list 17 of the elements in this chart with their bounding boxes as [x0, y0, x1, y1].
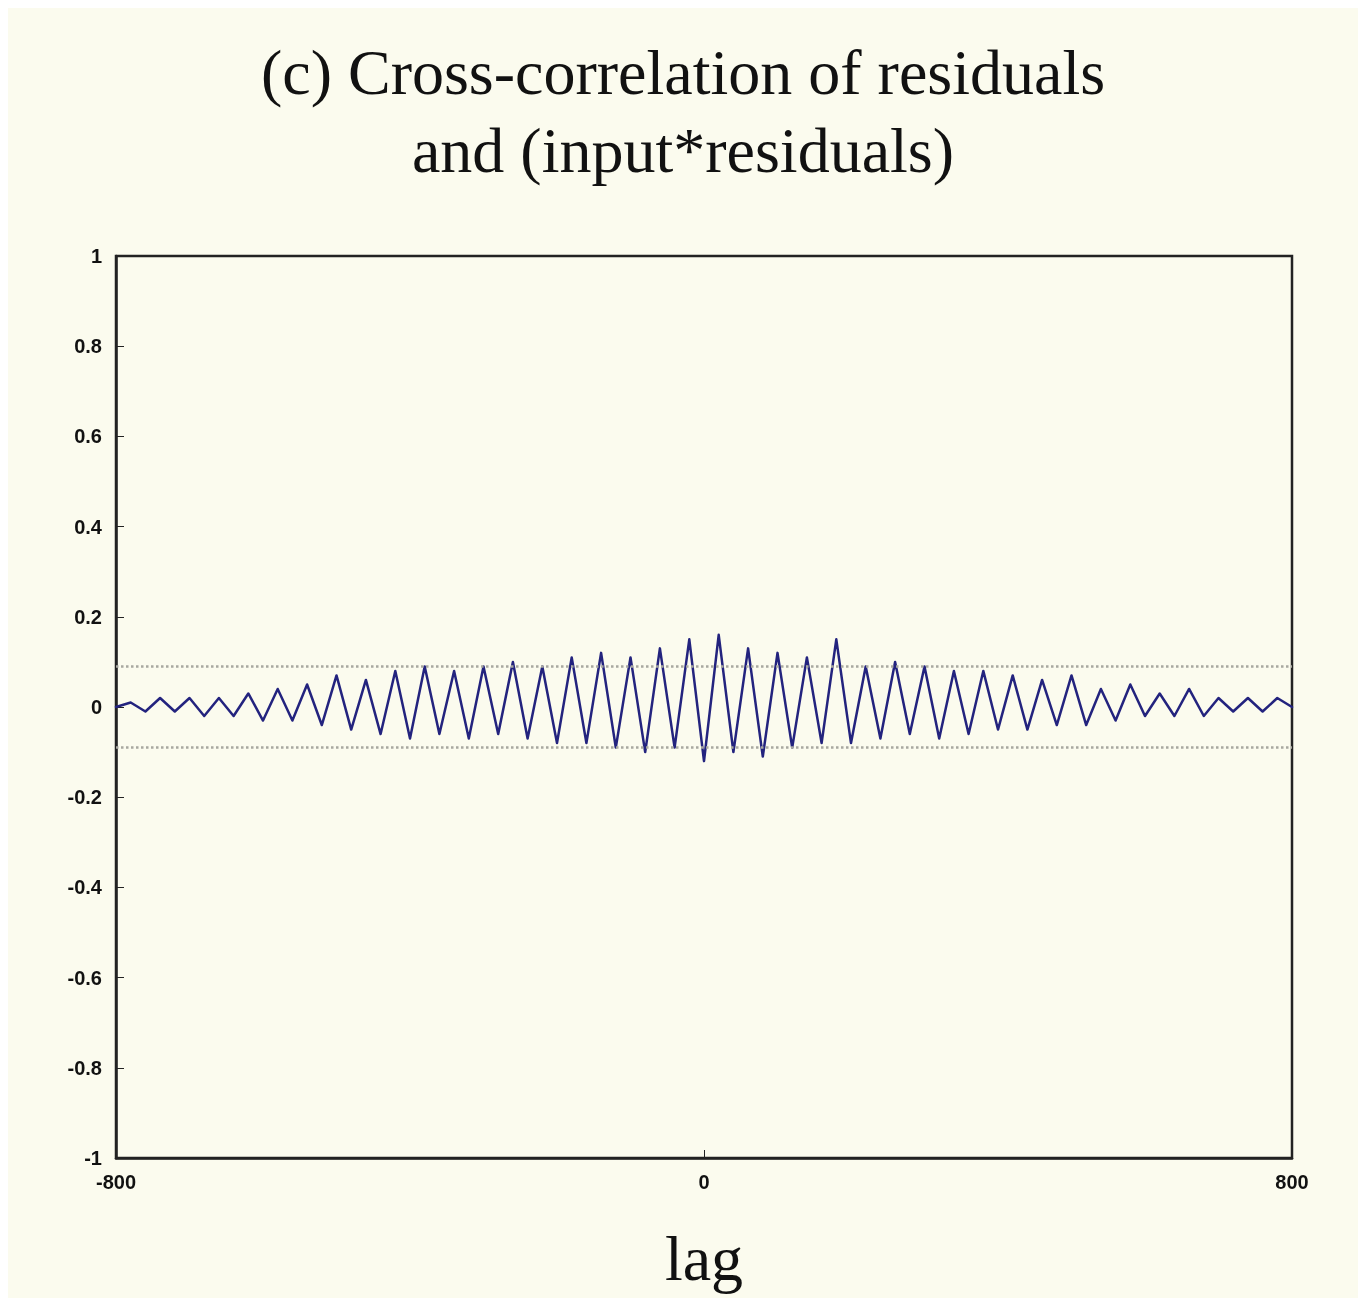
x-tick-label: 800: [1275, 1171, 1309, 1193]
x-tick-label: 0: [698, 1171, 710, 1193]
y-tick-label: 0.4: [74, 515, 103, 538]
y-tick-label: -1: [84, 1147, 102, 1169]
y-tick-label: -0.4: [67, 876, 103, 899]
y-tick-label: 0: [90, 696, 102, 718]
y-tick-label: 0.2: [74, 605, 102, 628]
x-axis-title: lag: [664, 1222, 744, 1294]
x-tick-label: -800: [95, 1171, 137, 1193]
y-tick-label: -0.6: [67, 966, 102, 989]
y-tick-label: 0.6: [74, 425, 102, 448]
y-tick-label: 0.8: [74, 335, 102, 358]
y-tick-label: -0.2: [67, 786, 102, 809]
y-tick-label: 1: [90, 245, 102, 267]
y-tick-label: -0.8: [67, 1056, 102, 1079]
chart-title: (c) Cross-correlation of residuals and (input*residuals): [260, 36, 1106, 186]
line-series: [114, 633, 1294, 763]
